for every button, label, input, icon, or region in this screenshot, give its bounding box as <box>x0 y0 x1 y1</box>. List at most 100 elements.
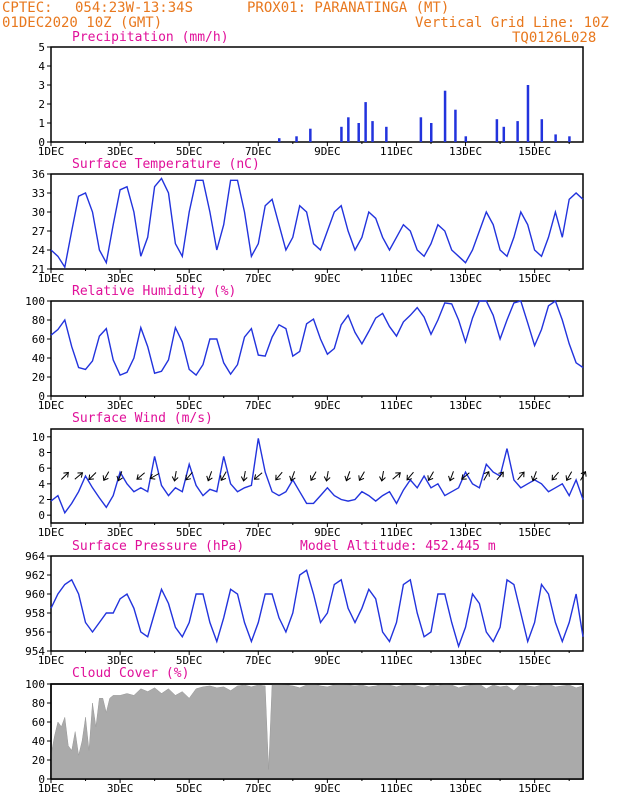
precip-bar <box>502 126 506 142</box>
cloud-frame-top <box>50 683 584 780</box>
header-coords: 054:23W-13:34S <box>75 0 194 16</box>
wind-arrow-head <box>289 475 296 482</box>
wind-arrow-head <box>88 474 94 481</box>
rh-xtick-label: 5DEC <box>176 399 203 412</box>
precip-xtick-label: 13DEC <box>449 145 482 158</box>
wind-arrow <box>406 471 414 481</box>
precip-bar <box>540 119 544 142</box>
temp-xtick-label: 11DEC <box>380 272 413 285</box>
wind-arrow <box>74 472 84 480</box>
temp-xtick-label: 13DEC <box>449 272 482 285</box>
precip-bar <box>340 126 343 142</box>
wind-arrow <box>358 471 365 482</box>
precip-bar <box>357 123 360 142</box>
precip-bar <box>526 85 530 142</box>
precip-axes: 0 1 2 3 4 5 1DEC 3DEC 5DEC 7DEC 9DEC 11DEC 13DEC 15DE… <box>38 41 584 158</box>
wind-arrow-shaft <box>254 472 263 480</box>
wind-arrow <box>565 471 573 482</box>
wind-arrow <box>60 471 69 480</box>
header-model-code: TQ0126L028 <box>512 30 597 46</box>
header-datetime: 01DEC2020 10Z (GMT) <box>2 15 163 31</box>
wind-arrow-shaft <box>103 471 110 481</box>
wind-xtick-label: 15DEC <box>518 526 551 539</box>
precip-bar <box>454 109 457 142</box>
precip-xtick-label: 15DEC <box>518 145 551 158</box>
wind-arrow <box>240 470 248 482</box>
precip-bar <box>364 102 367 142</box>
pressure-subtitle: Model Altitude: 452.445 m <box>300 539 496 554</box>
wind-arrow-head <box>116 475 123 482</box>
wind-arrow <box>551 471 559 481</box>
precip-ytick-label: 3 <box>38 79 45 92</box>
wind-xtick-label: 9DEC <box>314 526 341 539</box>
pressure-xtick-label: 15DEC <box>518 654 551 667</box>
temp-title: Surface Temperature (nC) <box>72 157 260 172</box>
header-station: PROX01: PARANATINGA (MT) <box>247 0 450 16</box>
wind-arrow-shaft <box>207 471 213 481</box>
wind-arrow <box>149 473 160 480</box>
precip-ytick-label: 5 <box>38 41 45 54</box>
wind-arrow-head <box>102 475 109 482</box>
wind-arrow-shaft <box>220 471 227 481</box>
pressure-frame <box>50 555 584 652</box>
rh-xtick-label: 3DEC <box>107 399 134 412</box>
wind-arrow-shaft <box>517 471 525 481</box>
rh-xtick-label: 11DEC <box>380 399 413 412</box>
rh-frame <box>50 300 584 397</box>
wind-xtick-label: 5DEC <box>176 526 203 539</box>
wind-arrow-head <box>136 474 143 480</box>
wind-arrow-head <box>323 476 331 482</box>
wind-arrow <box>253 472 263 480</box>
cloud-xtick-label: 1DEC <box>38 782 65 795</box>
rh-xtick-label: 13DEC <box>449 399 482 412</box>
precip-bar <box>495 119 499 142</box>
precip-bar <box>278 138 281 142</box>
wind-series-line <box>50 438 584 515</box>
wind-arrow-head <box>498 471 504 478</box>
wind-arrow <box>116 471 123 482</box>
wind-arrow <box>88 472 97 481</box>
pressure-xtick-label: 1DEC <box>38 654 65 667</box>
pressure-axes: 954 956 958 960 962 964 1DEC 3DEC 5DEC 7DEC 9DEC 11… <box>25 550 584 667</box>
temp-axes: 21 24 27 30 33 36 1DEC 3DEC 5DEC 7DEC 9DEC 11DEC 13D… <box>32 168 584 285</box>
wind-arrow-head <box>63 471 69 478</box>
precip-bar <box>464 136 468 142</box>
wind-xtick-label: 13DEC <box>449 526 482 539</box>
wind-arrow-head <box>395 472 401 478</box>
pressure-ytick-label: 954 <box>25 645 45 658</box>
wind-arrow-shaft <box>243 470 246 482</box>
precip-bar <box>443 90 447 142</box>
precip-xtick-label: 3DEC <box>107 145 134 158</box>
wind-arrow-shaft <box>136 472 145 480</box>
temp-ytick-label: 24 <box>32 244 46 257</box>
cloud-xtick-label: 5DEC <box>176 782 203 795</box>
rh-ytick-label: 80 <box>32 314 45 327</box>
wind-arrow-shaft <box>185 471 193 481</box>
wind-arrow <box>379 470 386 482</box>
pressure-title: Surface Pressure (hPa) <box>72 539 245 554</box>
wind-ytick-label: 8 <box>38 447 45 460</box>
wind-arrow-head <box>275 474 281 481</box>
cloud-xtick-label: 13DEC <box>449 782 482 795</box>
wind-ytick-label: 0 <box>38 509 45 522</box>
wind-arrow-head <box>358 475 365 482</box>
wind-arrow-shaft <box>290 471 295 481</box>
temp-ytick-label: 33 <box>32 187 45 200</box>
cloud-xtick-label: 15DEC <box>518 782 551 795</box>
precip-xtick-label: 11DEC <box>380 145 413 158</box>
cloud-area <box>50 683 584 780</box>
wind-arrow-head <box>149 473 156 480</box>
precip-bar <box>516 121 519 142</box>
cloud-xtick-label: 9DEC <box>314 782 341 795</box>
rh-ytick-label: 20 <box>32 371 45 384</box>
wind-xtick-label: 1DEC <box>38 526 65 539</box>
wind-arrow-shaft <box>88 472 97 480</box>
wind-ytick-label: 6 <box>38 462 45 475</box>
wind-arrow-shaft <box>310 471 317 481</box>
pressure-xtick-label: 9DEC <box>314 654 341 667</box>
rh-xtick-label: 9DEC <box>314 399 341 412</box>
cloud-ytick-label: 40 <box>32 735 45 748</box>
cloud-xtick-label: 3DEC <box>107 782 134 795</box>
cloud-ytick-label: 60 <box>32 716 45 729</box>
